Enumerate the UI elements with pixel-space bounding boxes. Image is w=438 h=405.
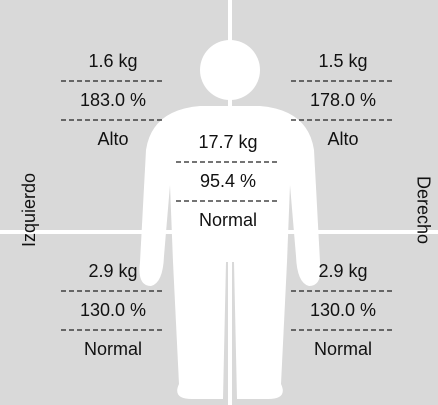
mass: 2.9 kg <box>318 261 367 281</box>
rating: Normal <box>314 339 372 359</box>
rating: Normal <box>199 210 257 230</box>
percent: 130.0 % <box>80 300 146 320</box>
rating: Alto <box>97 129 128 149</box>
rating: Normal <box>84 339 142 359</box>
body-diagram: 1.6 kg 183.0 % Alto 1.5 kg 178.0 % Alto 2.9 kg… <box>0 0 438 405</box>
percent: 130.0 % <box>310 300 376 320</box>
percent: 178.0 % <box>310 90 376 110</box>
percent: 95.4 % <box>200 171 256 191</box>
mass: 1.6 kg <box>88 51 137 71</box>
side-label: Izquierdo <box>19 173 39 247</box>
percent: 183.0 % <box>80 90 146 110</box>
mass: 2.9 kg <box>88 261 137 281</box>
mass: 1.5 kg <box>318 51 367 71</box>
side-label: Derecho <box>413 176 433 244</box>
mass: 17.7 kg <box>198 132 257 152</box>
rating: Alto <box>327 129 358 149</box>
